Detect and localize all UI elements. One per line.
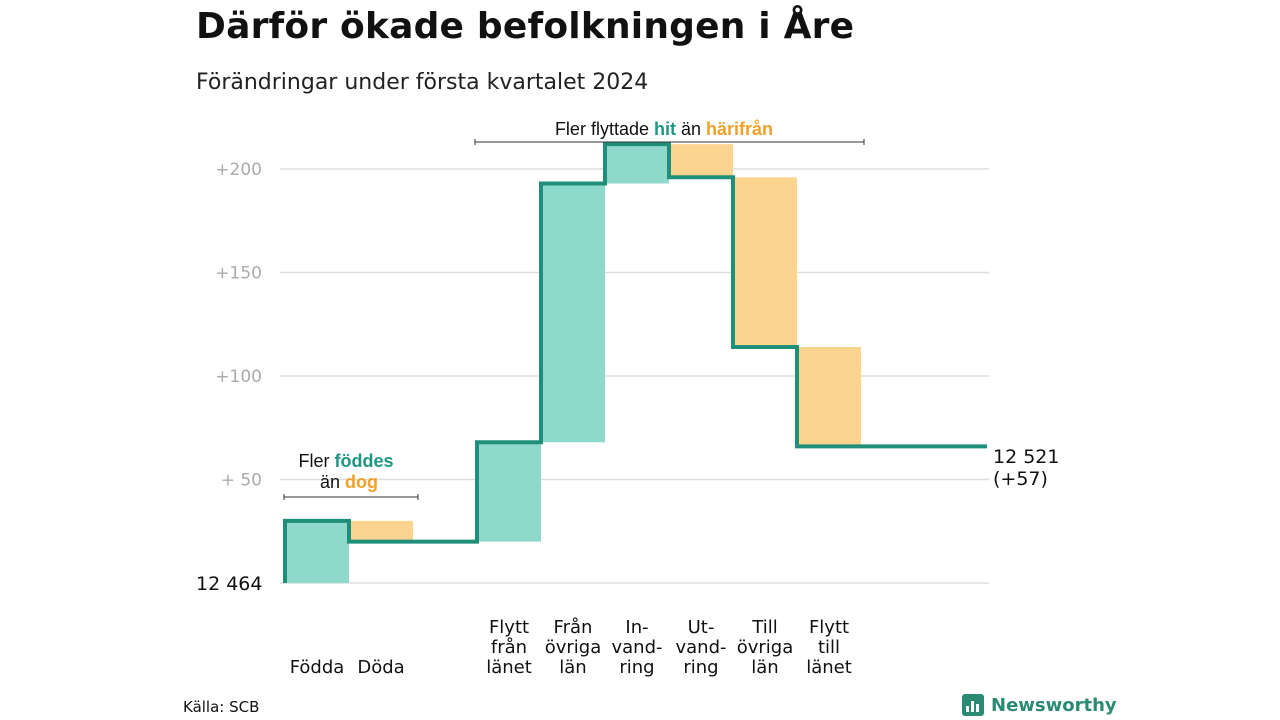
gridlines <box>280 168 989 584</box>
category-label: In-vand-ring <box>611 617 662 678</box>
waterfall-bar <box>605 144 669 184</box>
y-tick-label: +100 <box>215 367 262 387</box>
end-change-label: (+57) <box>993 468 1048 490</box>
waterfall-bar <box>797 347 861 447</box>
waterfall-bar <box>477 442 541 542</box>
birth-annotation-line1: Fler föddes <box>298 451 393 471</box>
category-label: Flytt från länet <box>486 617 532 678</box>
birth-bracket <box>283 494 419 500</box>
category-labels: Födda Döda Flytt från länet Från övriga länIn-v… <box>290 617 852 678</box>
category-label: Från övriga län <box>545 617 602 678</box>
chart-title: Därför ökade befolkningen i Åre <box>196 6 855 47</box>
y-tick-labels: +200 +150 +100 + 50 <box>215 160 262 491</box>
migration-bracket <box>474 139 865 145</box>
waterfall-bar <box>349 520 413 542</box>
waterfall-bar <box>733 177 797 348</box>
migration-annotation-middle: än <box>676 119 706 139</box>
migration-annotation: Fler flyttade hit än härifrån <box>555 119 773 139</box>
bar-chart-icon <box>962 694 984 716</box>
category-label: Födda <box>290 657 345 678</box>
newsworthy-logo[interactable]: Newsworthy <box>962 694 1117 716</box>
migration-annotation-hit: hit <box>654 119 676 139</box>
cumulative-step-line <box>283 142 987 583</box>
source-label: Källa: SCB <box>183 698 260 716</box>
death-annotation-prefix: än <box>320 472 345 492</box>
end-value-label: 12 521 <box>993 446 1059 468</box>
start-value-label: 12 464 <box>196 573 262 595</box>
chart-subtitle: Förändringar under första kvartalet 2024 <box>196 70 649 95</box>
category-label: Till övriga län <box>737 617 794 678</box>
migration-annotation-harifran: härifrån <box>706 119 773 139</box>
category-label: Döda <box>357 657 404 678</box>
brand-name: Newsworthy <box>991 694 1117 716</box>
birth-annotation-highlight: föddes <box>334 451 393 471</box>
waterfall-bar <box>669 144 733 178</box>
waterfall-bar <box>541 183 605 443</box>
migration-annotation-prefix: Fler flyttade <box>555 119 654 139</box>
category-label: Ut-vand-ring <box>675 617 726 678</box>
waterfall-bar <box>285 520 349 583</box>
y-tick-label: + 50 <box>221 471 262 491</box>
y-tick-label: +150 <box>215 264 262 284</box>
category-label: Flytt till länet <box>806 617 852 678</box>
birth-annotation-prefix: Fler <box>298 451 334 471</box>
birth-annotation-line2: än dog <box>320 472 378 492</box>
bars <box>285 144 861 583</box>
y-tick-label: +200 <box>215 160 262 180</box>
death-annotation-highlight: dog <box>345 472 378 492</box>
